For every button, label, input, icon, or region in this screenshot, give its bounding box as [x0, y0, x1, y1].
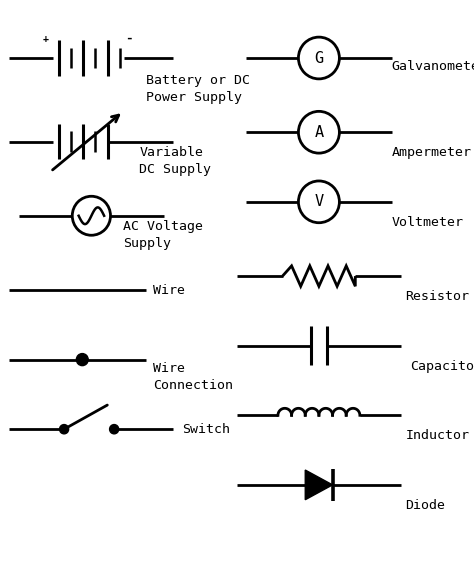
Text: AC Voltage
Supply: AC Voltage Supply — [123, 220, 203, 251]
Text: Battery or DC
Power Supply: Battery or DC Power Supply — [146, 74, 250, 104]
Circle shape — [109, 425, 118, 434]
Text: G: G — [314, 50, 323, 66]
Text: Wire: Wire — [153, 284, 185, 296]
Text: A: A — [314, 125, 323, 140]
Text: Diode: Diode — [405, 499, 446, 512]
Polygon shape — [305, 470, 333, 500]
Text: Wire
Connection: Wire Connection — [153, 362, 233, 392]
Circle shape — [60, 425, 69, 434]
Text: Ampermeter: Ampermeter — [392, 146, 472, 159]
Text: Galvanometer: Galvanometer — [392, 60, 474, 73]
Text: Variable
DC Supply: Variable DC Supply — [139, 146, 211, 176]
Circle shape — [76, 354, 88, 365]
Text: +: + — [43, 34, 49, 44]
Text: Resistor: Resistor — [405, 290, 469, 303]
Text: Capacitor: Capacitor — [410, 360, 474, 372]
Text: V: V — [314, 194, 323, 209]
Text: Inductor: Inductor — [405, 429, 469, 442]
Text: -: - — [125, 32, 132, 45]
Text: Voltmeter: Voltmeter — [392, 216, 464, 229]
Text: Switch: Switch — [182, 423, 230, 436]
